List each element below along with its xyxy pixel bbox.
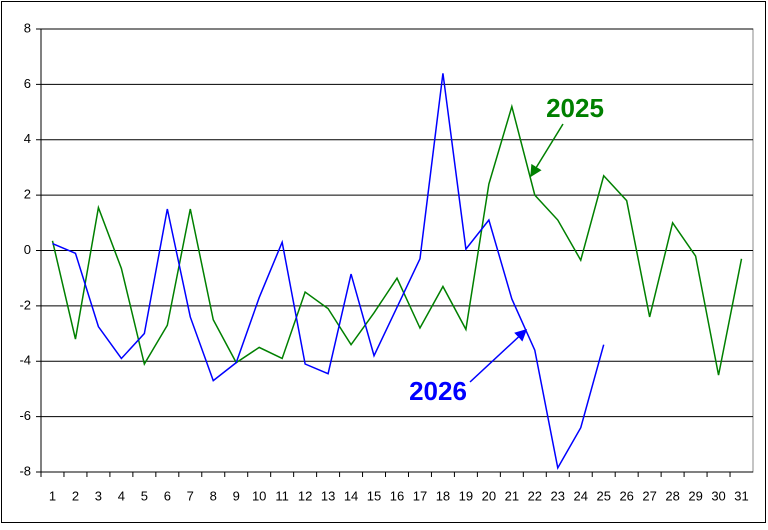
x-tick-label: 5: [141, 488, 148, 503]
x-tick-label: 25: [596, 488, 610, 503]
series-line: [52, 73, 605, 470]
legend-label: 2025: [546, 93, 604, 123]
x-tick-label: 10: [252, 488, 266, 503]
x-tick-label: 2: [72, 488, 79, 503]
x-tick-label: 24: [574, 488, 588, 503]
x-tick-label: 15: [367, 488, 381, 503]
y-tick-label: 8: [24, 20, 31, 35]
y-tick-label: -4: [19, 353, 31, 368]
x-tick-label: 14: [344, 488, 358, 503]
x-tick-label: 21: [505, 488, 519, 503]
y-tick-label: 6: [24, 76, 31, 91]
legend-label: 2026: [409, 376, 467, 406]
x-tick-label: 19: [459, 488, 473, 503]
x-tick-label: 29: [688, 488, 702, 503]
x-tick-label: 28: [665, 488, 679, 503]
x-tick-label: 13: [321, 488, 335, 503]
series-line: [51, 103, 743, 376]
x-tick-label: 20: [482, 488, 496, 503]
x-tick-label: 1: [49, 488, 56, 503]
x-tick-label: 17: [413, 488, 427, 503]
x-tick-label: 16: [390, 488, 404, 503]
y-tick-label: -2: [19, 297, 31, 312]
x-tick-label: 30: [711, 488, 725, 503]
x-tick-label: 26: [619, 488, 633, 503]
x-tick-label: 3: [95, 488, 102, 503]
y-tick-label: 2: [24, 187, 31, 202]
y-tick-label: -8: [19, 463, 31, 478]
x-tick-label: 23: [551, 488, 565, 503]
x-tick-label: 11: [275, 488, 289, 503]
x-tick-label: 4: [118, 488, 125, 503]
x-tick-label: 12: [298, 488, 312, 503]
x-tick-label: 6: [164, 488, 171, 503]
annotation-arrow: [530, 123, 564, 178]
x-tick-label: 27: [642, 488, 656, 503]
x-tick-label: 31: [734, 488, 748, 503]
y-tick-label: 4: [24, 131, 31, 146]
y-tick-label: -6: [19, 408, 31, 423]
x-tick-label: 22: [528, 488, 542, 503]
y-tick-label: 0: [24, 242, 31, 257]
x-tick-label: 7: [187, 488, 194, 503]
x-tick-label: 18: [436, 488, 450, 503]
x-tick-label: 9: [233, 488, 240, 503]
annotation-arrow: [469, 328, 528, 383]
x-tick-label: 8: [210, 488, 217, 503]
